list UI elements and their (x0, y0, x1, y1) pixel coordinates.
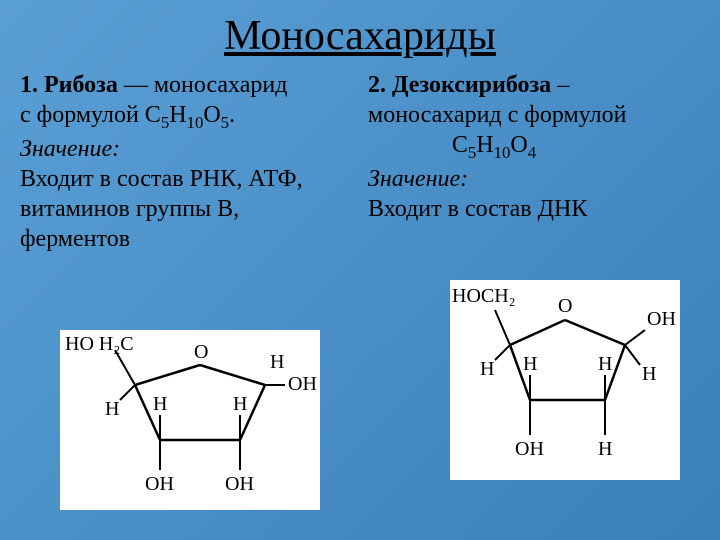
label-oh-r-d: OH (647, 308, 676, 330)
deoxy-heading: 2. Дезоксирибоза – (368, 70, 700, 100)
label-oh-bl-d: OH (515, 438, 544, 460)
label-o-d: O (558, 295, 572, 317)
ribose-structure: HO H₂C O OH H H OH OH H H (60, 330, 320, 510)
ribose-meaning-text: Входит в состав РНК, АТФ, витаминов груп… (20, 164, 352, 254)
page-title: Моносахариды (0, 0, 720, 60)
deoxyribose-section: 2. Дезоксирибоза – моносахарид с формуло… (360, 70, 700, 254)
label-h-tl-d: H (480, 358, 494, 380)
label-o: O (194, 341, 208, 363)
ribose-formula-line: с формулой С5Н10О5. (20, 100, 352, 134)
deoxyribose-structure: HOCH₂ O OH H H OH H H H (450, 280, 680, 480)
ribose-meaning-label: Значение: (20, 134, 352, 164)
label-hoh2c: HO H₂C (65, 333, 134, 355)
label-h-tr-d: H (642, 363, 656, 385)
label-hoch2: HOCH₂ (452, 285, 516, 307)
deoxy-meaning-label: Значение: (368, 164, 700, 194)
label-h-tr: H (270, 351, 284, 373)
label-h2: H (233, 393, 247, 415)
label-oh-br: OH (225, 473, 254, 495)
label-h-br-d: H (598, 438, 612, 460)
ribose-section: 1. Рибоза — моносахарид с формулой С5Н10… (20, 70, 360, 254)
label-h-tl: H (105, 398, 119, 420)
label-h1: H (153, 393, 167, 415)
label-h1-d: H (523, 353, 537, 375)
label-oh-bl: OH (145, 473, 174, 495)
deoxy-formula-line1: моносахарид с формулой (368, 100, 700, 130)
deoxy-meaning-text: Входит в состав ДНК (368, 194, 700, 224)
diagrams-area: HO H₂C O OH H H OH OH H H (0, 310, 720, 540)
content-columns: 1. Рибоза — моносахарид с формулой С5Н10… (0, 60, 720, 254)
label-h2-d: H (598, 353, 612, 375)
deoxy-formula-line2: С5Н10О4 (368, 130, 700, 164)
label-oh-r: OH (288, 373, 317, 395)
ribose-heading: 1. Рибоза — моносахарид (20, 70, 352, 100)
